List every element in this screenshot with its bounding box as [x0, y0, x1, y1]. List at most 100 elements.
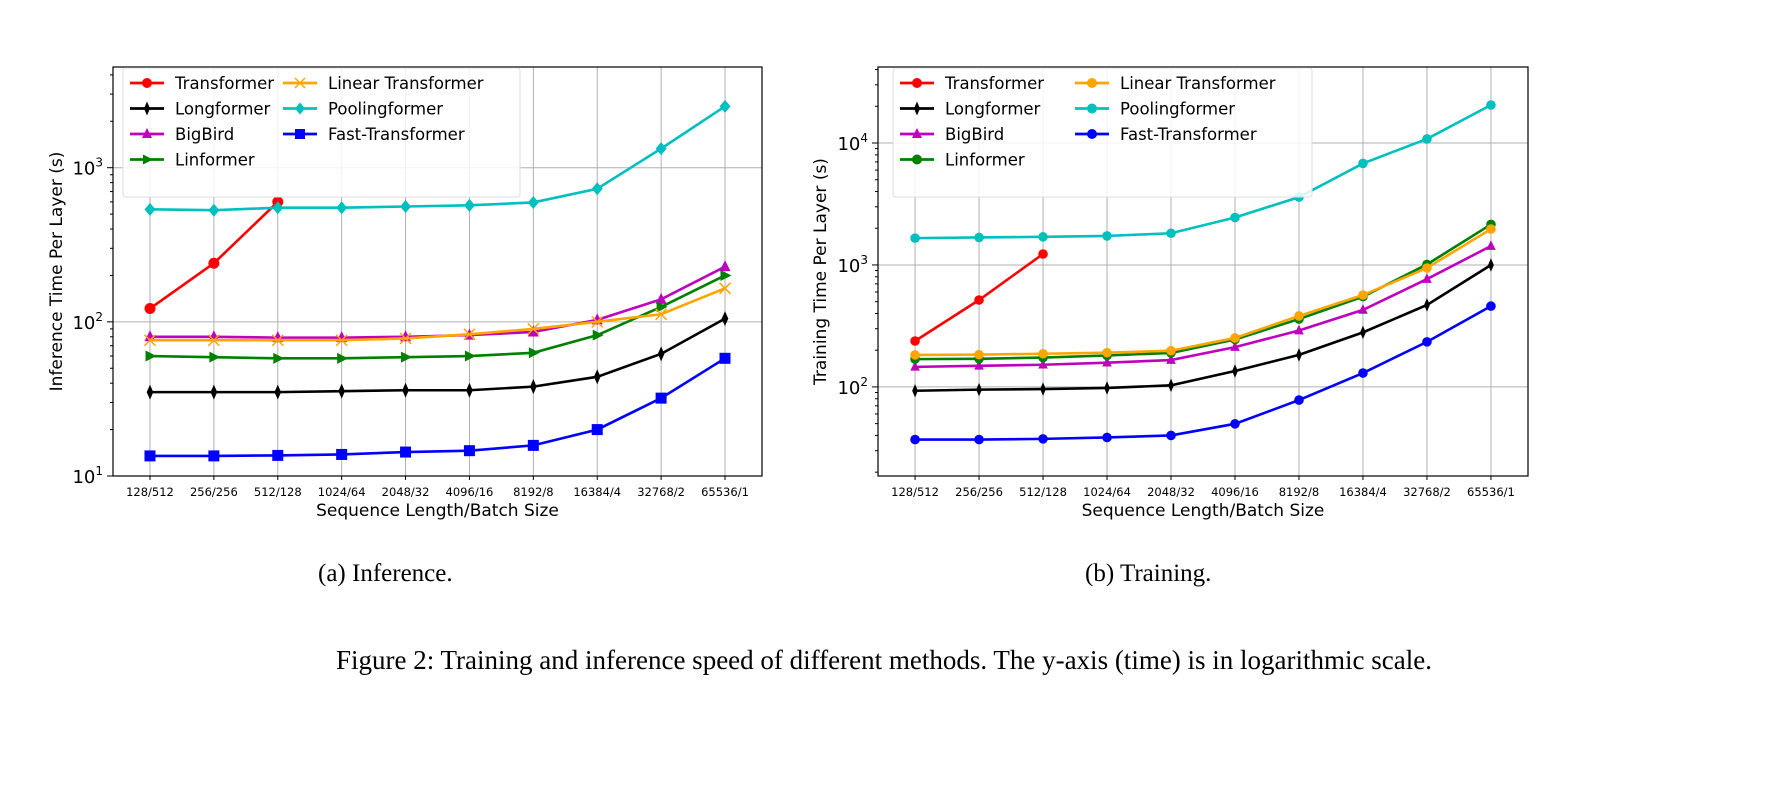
data-point	[145, 350, 157, 362]
data-point	[1038, 434, 1048, 444]
data-point	[466, 382, 473, 398]
data-point	[208, 330, 220, 342]
legend-label: BigBird	[175, 125, 234, 144]
legend-label: Linformer	[945, 151, 1025, 170]
legend-label: Linear Transformer	[328, 74, 484, 93]
data-point	[976, 382, 982, 397]
x-tick-label: 16384/4	[1339, 485, 1387, 499]
series-fast-transformer	[910, 301, 1496, 445]
series-line	[915, 223, 1492, 361]
data-point	[655, 292, 667, 304]
data-point	[1102, 356, 1112, 367]
legend-marker	[295, 129, 305, 139]
y-axis-label: Training Time Per Layer (s)	[811, 158, 831, 386]
data-point	[273, 352, 285, 364]
data-point	[1102, 432, 1112, 443]
x-axis-label: Sequence Length/Batch Size	[316, 501, 559, 521]
legend-box	[122, 67, 521, 198]
data-point	[910, 233, 920, 243]
legend-marker	[295, 102, 305, 115]
legend-label: Poolingformer	[328, 100, 443, 119]
data-point	[1422, 337, 1432, 347]
series-linformer	[145, 269, 732, 364]
data-point	[1486, 100, 1496, 110]
data-point	[144, 330, 156, 342]
data-point	[1230, 212, 1240, 223]
series-poolingformer	[910, 100, 1496, 243]
data-point	[464, 350, 476, 362]
data-point	[974, 295, 984, 305]
x-tick-label: 8192/8	[1279, 485, 1319, 499]
x-tick-label: 32768/2	[1403, 485, 1451, 499]
series-line	[915, 103, 1492, 240]
data-point	[592, 329, 604, 341]
data-point	[400, 446, 412, 458]
data-point	[336, 201, 348, 215]
data-point	[527, 325, 539, 337]
y-tick-label: 103	[72, 156, 103, 180]
data-point	[1166, 345, 1176, 356]
data-point	[910, 336, 920, 346]
data-point	[144, 202, 156, 216]
legend-label: Linformer	[175, 151, 255, 170]
x-tick-label: 65536/1	[1467, 485, 1515, 499]
x-tick-label: 4096/16	[446, 485, 494, 499]
data-point	[1166, 430, 1176, 441]
data-point	[591, 424, 603, 436]
x-tick-label: 1024/64	[1083, 485, 1131, 499]
data-point	[591, 315, 604, 328]
x-tick-label: 128/512	[126, 485, 174, 499]
series-line	[149, 317, 726, 394]
x-tick-label: 512/128	[254, 485, 302, 499]
subcaption-training: (b) Training.	[1085, 560, 1212, 587]
series-line	[915, 227, 1492, 357]
data-point	[336, 448, 348, 460]
x-tick-label: 65536/1	[701, 485, 749, 499]
data-point	[974, 434, 984, 445]
data-point	[207, 334, 220, 347]
legend-marker	[294, 77, 306, 89]
data-point	[1038, 249, 1048, 259]
data-point	[1040, 382, 1046, 396]
data-point	[1424, 298, 1430, 312]
series-line	[149, 274, 726, 360]
y-tick-label: 101	[72, 464, 103, 488]
data-point	[272, 201, 284, 215]
data-point	[527, 322, 540, 335]
data-point	[1230, 333, 1240, 343]
data-point	[1230, 341, 1240, 351]
data-point	[1358, 290, 1368, 300]
legend-label: Longformer	[175, 100, 271, 119]
data-point	[974, 232, 984, 243]
data-point	[593, 369, 601, 385]
data-point	[1166, 228, 1176, 239]
series-line	[149, 287, 726, 342]
plot-frame	[112, 66, 763, 477]
legend-marker	[912, 154, 922, 165]
legend-marker	[1087, 78, 1097, 88]
data-point	[1294, 311, 1304, 321]
series-line	[915, 304, 1492, 441]
data-point	[527, 195, 539, 209]
data-point	[144, 303, 156, 315]
data-point	[1038, 348, 1048, 359]
data-point	[463, 328, 476, 341]
data-point	[1358, 304, 1368, 314]
data-point	[271, 334, 284, 347]
x-tick-label: 32768/2	[637, 485, 685, 499]
x-tick-label: 8192/8	[513, 485, 553, 499]
data-point	[656, 301, 668, 313]
legend-marker	[912, 128, 922, 138]
data-point	[1038, 358, 1048, 369]
figure-caption: Figure 2: Training and inference speed o…	[336, 645, 1432, 675]
series-line	[149, 265, 726, 339]
legend: Transformer Longformer BigBird Linformer Lin…	[892, 67, 1313, 198]
x-tick-label: 256/256	[190, 485, 238, 499]
data-point	[1422, 273, 1432, 283]
data-point	[402, 382, 409, 398]
legend-marker	[912, 78, 922, 88]
data-point	[1166, 354, 1176, 364]
legend-label: Transformer	[944, 74, 1044, 93]
data-point	[1102, 231, 1112, 241]
